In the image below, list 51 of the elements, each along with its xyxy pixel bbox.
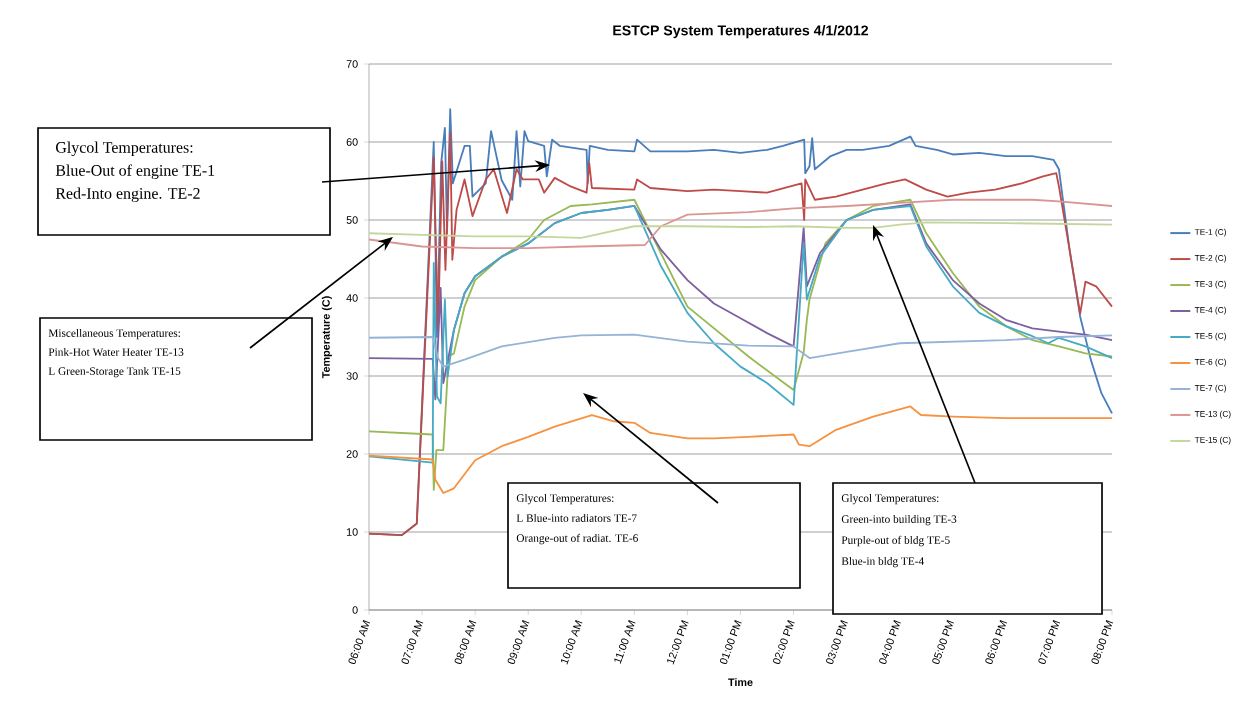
y-tick-label: 30 [346,372,358,380]
annotation: Blue-in bldg TE-4 [841,556,924,568]
x-tick-label: 06:00 PM [985,620,1008,664]
y-tick-label: 40 [346,294,358,302]
text: Red-Into engine. TE-2 [55,187,200,203]
legend-label: TE-2 (C) [1194,254,1226,263]
x-tick-label: 06:00 AM [348,620,371,664]
text: Glycol Temperatures: [55,141,193,157]
x-tick-label: 02:00 PM [773,620,795,664]
line-series [368,198,1113,250]
x-axis-title: Time [728,678,753,687]
y-tick-label: 0 [352,606,358,614]
y-tick-label: 20 [346,450,358,458]
y-tick-label: 10 [346,528,358,536]
x-tick-label: 11:00 AM [614,620,636,664]
text: Pink-Hot Water Heater TE-13 [48,347,184,356]
legend-label: TE-1 (C) [1194,228,1226,237]
chart-title: ESTCP System Temperatures 4/1/2012 [613,25,869,39]
x-tick-label: 09:00 AM [507,620,530,664]
text: Blue-Out of engine TE-1 [55,164,215,180]
text: Miscellaneous Temperatures: [48,328,180,340]
annotation: L Blue-into radiators TE-7 [516,513,637,522]
y-tick-label: 60 [346,138,358,146]
x-tick-label: 12:00 PM [667,620,689,665]
x-tick-label: 04:00 PM [879,620,901,664]
legend-label: TE-3 (C) [1194,280,1226,289]
annotation: Glycol Temperatures: [841,493,939,505]
annotation: Green-into building TE-3 [841,514,957,526]
annotation: Glycol Temperatures: [516,493,614,505]
x-tick-label: 03:00 PM [826,620,848,664]
y-axis-title: Temperature (C) [321,296,332,379]
x-tick-label: 05:00 PM [932,620,954,664]
y-tick-label: 70 [346,60,358,68]
line-series [368,221,1113,239]
legend-label: TE-5 (C) [1194,332,1226,341]
x-tick-label: 10:00 AM [560,620,583,665]
x-tick-label: 07:00 AM [401,620,424,664]
legend-label: TE-13 (C) [1194,410,1231,419]
x-tick-label: 07:00 PM [1038,620,1061,664]
annotation: Orange-out of radiat. TE-6 [516,533,638,545]
line-series [368,405,1113,494]
x-tick-label: 08:00 AM [454,620,477,664]
x-tick-label: 08:00 PM [1091,620,1114,664]
annotation: Purple-out of bldg TE-5 [841,535,950,547]
x-tick-label: 01:00 PM [719,620,742,664]
y-tick-label: 50 [346,216,358,224]
legend-label: TE-15 (C) [1194,436,1231,445]
legend-label: TE-6 (C) [1194,358,1226,367]
text: L Green-Storage Tank TE-15 [48,366,181,378]
legend-label: TE-7 (C) [1194,384,1226,393]
legend-label: TE-4 (C) [1194,306,1226,315]
